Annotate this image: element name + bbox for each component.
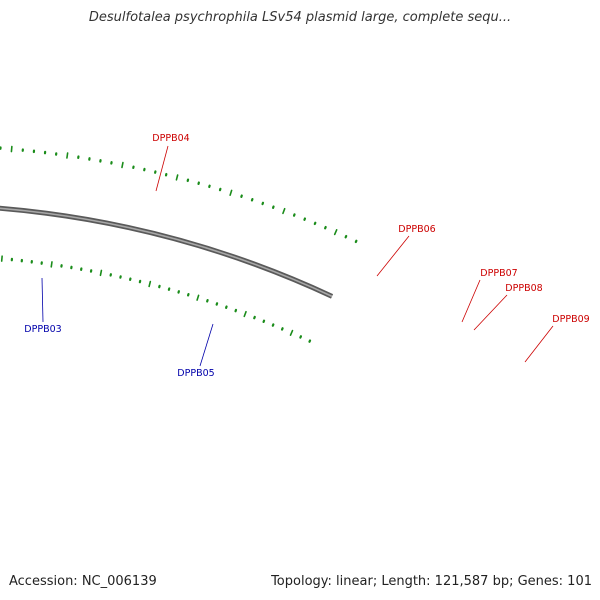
backbone-arc (0, 205, 334, 299)
outer-major-tick (121, 161, 124, 169)
gene-leader-line (461, 279, 481, 323)
gene-label-dppb08[interactable]: DPPB08 (505, 283, 542, 294)
accession-text: Accession: NC_006139 (9, 574, 157, 589)
inner-minor-tick (253, 315, 256, 320)
outer-major-tick (66, 152, 69, 159)
topology-summary: Topology: linear; Length: 121,587 bp; Ge… (271, 574, 592, 589)
inner-minor-tick (262, 319, 266, 324)
sequence-backbone (0, 205, 334, 299)
inner-major-tick (148, 280, 152, 288)
inner-major-tick (196, 294, 200, 301)
outer-tick-track (0, 145, 358, 244)
gene-label-dppb09[interactable]: DPPB09 (552, 314, 589, 325)
outer-minor-tick (354, 239, 358, 244)
gene-label-dppb06[interactable]: DPPB06 (398, 224, 435, 235)
gene-leader-line (199, 323, 214, 367)
map-title: Desulfotalea psychrophila LSv54 plasmid … (88, 10, 512, 25)
outer-major-tick (333, 229, 338, 236)
gene-leader-line (155, 145, 169, 192)
gene-label-dppb04[interactable]: DPPB04 (152, 133, 189, 144)
outer-minor-tick (344, 234, 348, 239)
inner-minor-tick (299, 335, 303, 339)
gene-label-dppb03[interactable]: DPPB03 (24, 324, 61, 335)
inner-minor-tick (308, 339, 312, 343)
backbone-highlight (0, 207, 333, 298)
outer-minor-tick (303, 217, 307, 221)
outer-major-tick (282, 207, 286, 215)
inner-major-tick (99, 269, 103, 277)
outer-major-tick (229, 189, 233, 196)
inner-tick-track (0, 255, 312, 343)
inner-minor-tick (280, 327, 284, 331)
gene-leader-line (524, 325, 554, 363)
inner-major-tick (243, 310, 247, 318)
inner-major-tick (50, 261, 53, 268)
gene-leader-line (473, 294, 508, 331)
outer-minor-tick (313, 221, 317, 226)
outer-minor-tick (292, 213, 296, 217)
gene-labels-layer: DPPB04 DPPB03 DPPB05 DPPB06 DPPB07 DPPB08 DPPB… (24, 133, 589, 379)
outer-major-tick (175, 174, 179, 181)
outer-minor-tick (324, 225, 327, 230)
inner-major-tick (289, 329, 294, 336)
gene-leader-line (41, 277, 44, 323)
gene-label-dppb05[interactable]: DPPB05 (177, 368, 214, 379)
gene-leader-line (376, 235, 410, 277)
inner-minor-tick (271, 323, 275, 327)
gene-label-dppb07[interactable]: DPPB07 (480, 268, 517, 279)
